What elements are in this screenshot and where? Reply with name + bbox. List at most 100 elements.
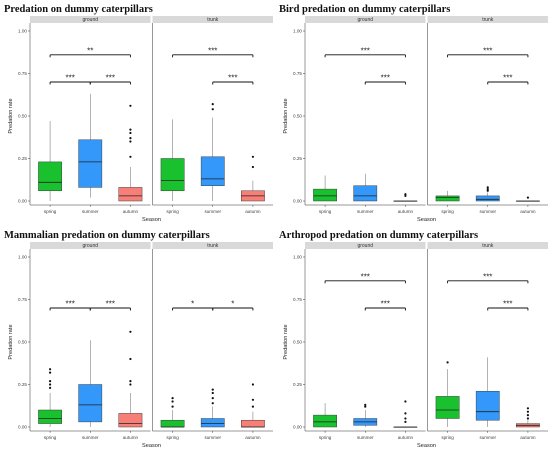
outlier-point bbox=[211, 397, 214, 400]
significance-label: * bbox=[191, 300, 194, 309]
arthropod-predation-chart: Arthropod predation on dummy caterpillar… bbox=[275, 226, 550, 452]
outlier-point bbox=[171, 400, 174, 403]
facet-strip-label: ground bbox=[357, 17, 373, 23]
significance-bracket: *** bbox=[49, 74, 91, 85]
significance-label: *** bbox=[106, 74, 115, 83]
y-axis-title: Predation rate bbox=[283, 98, 289, 133]
box-spring bbox=[38, 161, 62, 192]
y-axis-title: Predation rate bbox=[8, 98, 14, 133]
y-tick-label: 0.50 bbox=[293, 114, 302, 119]
outlier-point bbox=[251, 405, 255, 408]
outlier-point bbox=[364, 405, 367, 408]
significance-bracket: *** bbox=[487, 300, 529, 311]
facet-strip bbox=[305, 16, 426, 23]
outlier-point bbox=[129, 137, 132, 140]
outlier-point bbox=[129, 104, 132, 107]
facet-strip-label: ground bbox=[357, 243, 373, 249]
x-tick-label: spring bbox=[44, 209, 57, 214]
outlier-point bbox=[48, 380, 52, 383]
x-tick-label: autumn bbox=[520, 209, 536, 214]
significance-bracket: *** bbox=[447, 272, 529, 284]
y-tick-label: 0.50 bbox=[293, 340, 302, 345]
y-tick-label: 0.00 bbox=[293, 425, 302, 430]
chart-title: Mammalian predation on dummy caterpillar… bbox=[4, 230, 210, 241]
y-tick-label: 0.00 bbox=[18, 199, 27, 204]
box-summer bbox=[78, 384, 103, 423]
chart-svg: Arthropod predation on dummy caterpillar… bbox=[279, 230, 548, 449]
y-tick-label: 0.25 bbox=[18, 382, 27, 387]
box-spring bbox=[160, 158, 185, 192]
x-axis-title: Season bbox=[142, 217, 161, 223]
y-tick-label: 0.25 bbox=[293, 156, 302, 161]
significance-label: ** bbox=[87, 46, 93, 55]
y-tick-label: 1.00 bbox=[293, 29, 302, 34]
facet-strip-label: ground bbox=[82, 243, 98, 249]
outlier-point bbox=[404, 400, 407, 403]
x-tick-label: autumn bbox=[520, 435, 536, 440]
chart-title: Arthropod predation on dummy caterpillar… bbox=[279, 230, 478, 241]
box-summer bbox=[475, 195, 500, 202]
outlier-point bbox=[526, 410, 530, 413]
y-tick-label: 0.25 bbox=[18, 156, 27, 161]
outlier-point bbox=[364, 403, 367, 406]
x-tick-label: spring bbox=[441, 209, 454, 214]
outlier-point bbox=[129, 330, 132, 333]
outlier-point bbox=[526, 407, 530, 410]
chart-svg: Predation on dummy caterpillars 0.00 0.25 0… bbox=[4, 4, 273, 223]
x-tick-label: summer bbox=[357, 435, 374, 440]
x-tick-label: spring bbox=[319, 435, 332, 440]
box-summer bbox=[353, 185, 378, 202]
box-autumn bbox=[118, 413, 143, 428]
x-tick-label: autumn bbox=[245, 435, 261, 440]
facet-strip bbox=[152, 242, 273, 249]
significance-bracket: *** bbox=[172, 46, 254, 58]
outlier-point bbox=[526, 417, 530, 420]
significance-bracket: ** bbox=[49, 46, 131, 58]
bird-predation-chart: Bird predation on dummy caterpillars 0.00… bbox=[275, 0, 550, 226]
outlier-point bbox=[129, 357, 132, 361]
x-tick-label: summer bbox=[82, 209, 99, 214]
x-tick-label: summer bbox=[204, 435, 221, 440]
facet-strip-label: trunk bbox=[482, 17, 494, 23]
significance-label: *** bbox=[483, 272, 492, 281]
outlier-point bbox=[48, 368, 52, 371]
y-tick-label: 0.75 bbox=[18, 297, 27, 302]
box-autumn bbox=[118, 187, 143, 202]
facet-strip-label: ground bbox=[82, 17, 98, 23]
significance-bracket: *** bbox=[364, 74, 406, 85]
box-summer bbox=[475, 391, 500, 421]
facet-strip bbox=[30, 16, 151, 23]
significance-label: *** bbox=[361, 272, 370, 281]
box-spring bbox=[435, 195, 460, 202]
outlier-point bbox=[404, 420, 407, 423]
y-tick-label: 0.75 bbox=[18, 71, 27, 76]
box-spring bbox=[38, 409, 62, 424]
outlier-point bbox=[486, 186, 489, 189]
significance-bracket: *** bbox=[212, 74, 254, 85]
outlier-point bbox=[211, 103, 214, 106]
outlier-point bbox=[171, 397, 174, 400]
outlier-point bbox=[129, 131, 132, 135]
outlier-point bbox=[526, 196, 530, 199]
mammalian-predation-chart: Mammalian predation on dummy caterpillar… bbox=[0, 226, 275, 452]
chart-title: Predation on dummy caterpillars bbox=[4, 4, 153, 15]
y-axis-title: Predation rate bbox=[283, 324, 289, 359]
x-axis-title: Season bbox=[417, 217, 436, 223]
significance-bracket: *** bbox=[49, 300, 91, 311]
outlier-point bbox=[486, 188, 489, 191]
significance-bracket: * bbox=[172, 300, 214, 311]
chart-svg: Bird predation on dummy caterpillars 0.00… bbox=[279, 4, 548, 223]
facet-strip bbox=[427, 242, 548, 249]
box-summer bbox=[200, 418, 225, 428]
outlier-point bbox=[404, 412, 407, 415]
significance-label: *** bbox=[503, 74, 512, 83]
outlier-point bbox=[526, 414, 530, 417]
y-tick-label: 0.75 bbox=[293, 71, 302, 76]
outlier-point bbox=[211, 108, 214, 111]
x-tick-label: spring bbox=[166, 209, 179, 214]
y-tick-label: 1.00 bbox=[293, 255, 302, 260]
x-tick-label: summer bbox=[479, 209, 496, 214]
significance-bracket: *** bbox=[324, 46, 406, 58]
outlier-point bbox=[404, 193, 407, 196]
significance-label: *** bbox=[361, 46, 370, 55]
